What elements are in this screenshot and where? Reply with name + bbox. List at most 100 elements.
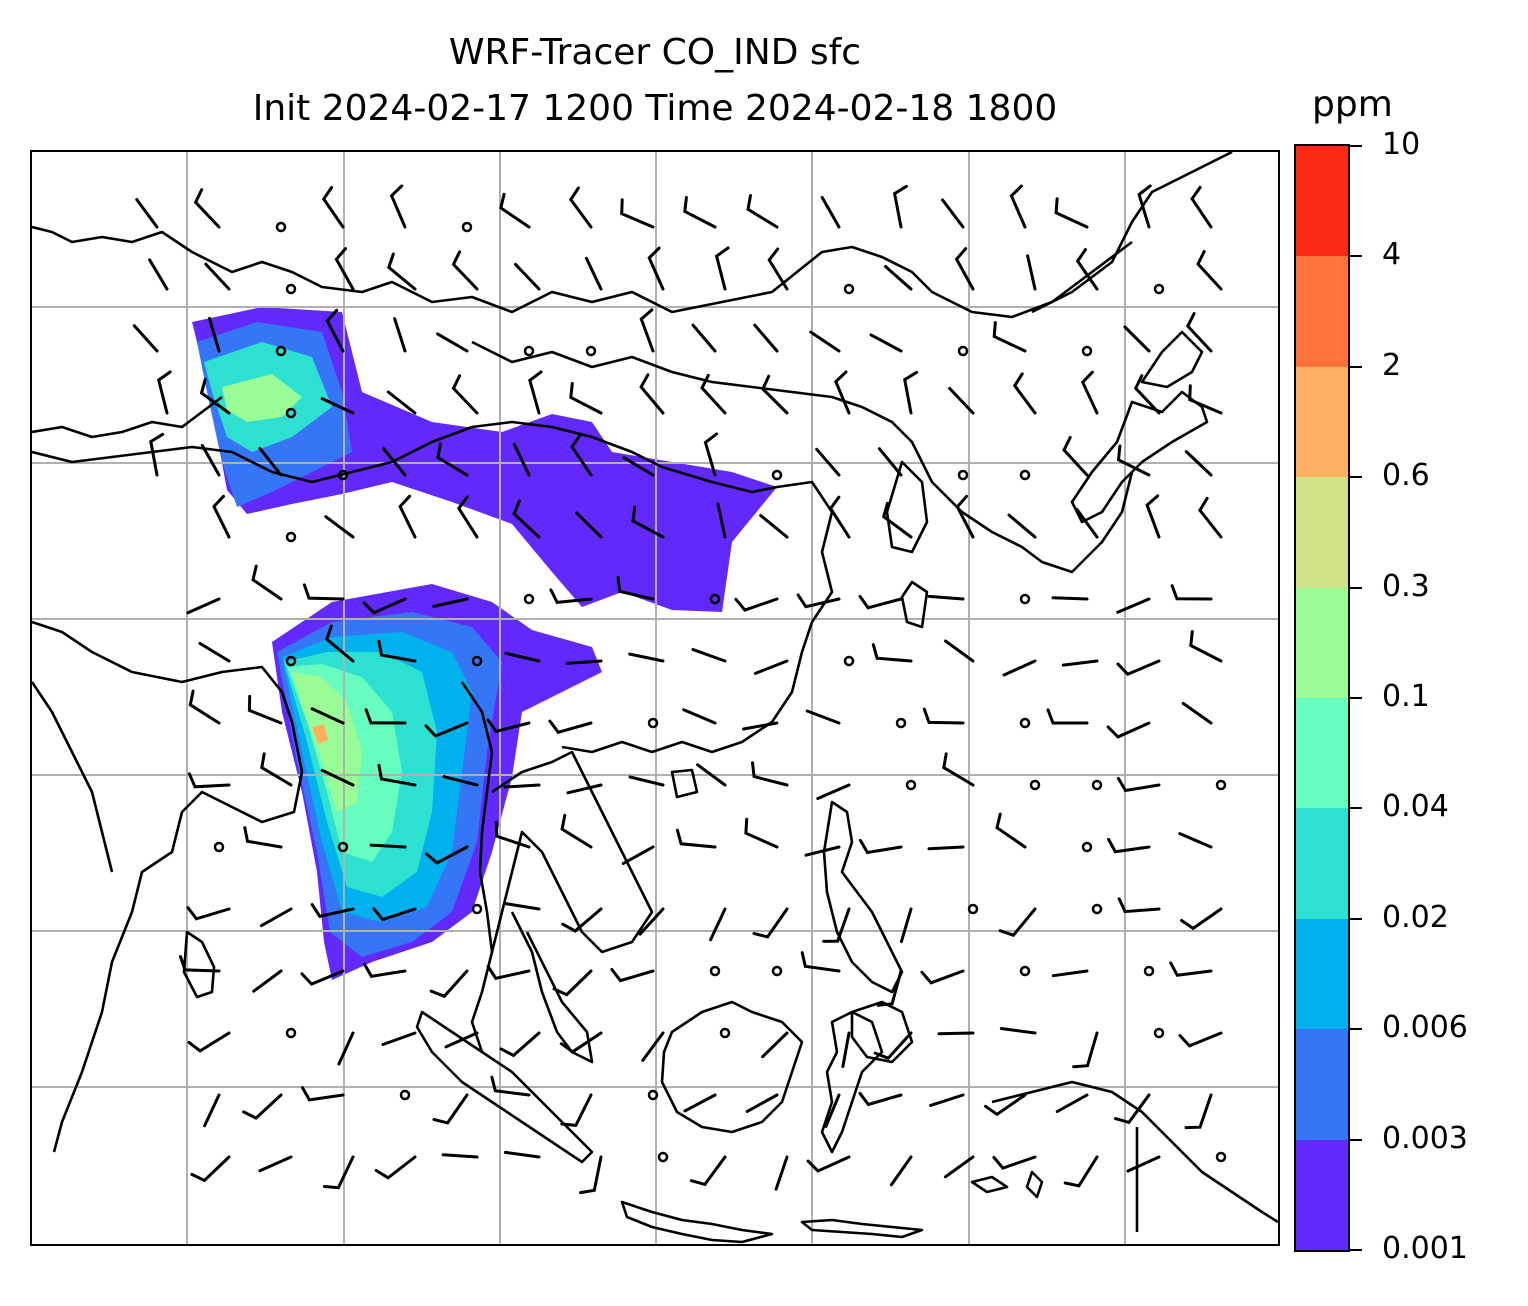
wind-barb (631, 505, 665, 539)
calm-wind-marker (461, 221, 473, 233)
wind-barb (822, 907, 851, 943)
wind-barb (548, 719, 593, 735)
wind-barb (1185, 312, 1213, 353)
calm-wind-marker (1019, 469, 1031, 481)
wind-barb (456, 495, 479, 539)
calm-wind-marker (1091, 779, 1103, 791)
colorbar-segment (1296, 145, 1348, 257)
wind-barb (387, 252, 417, 291)
wind-barb (903, 370, 919, 415)
wind-barb (1106, 721, 1151, 739)
wind-barb (252, 969, 283, 993)
wind-barb (767, 247, 789, 291)
wind-barb (834, 370, 851, 415)
lesser-sunda (800, 1218, 924, 1239)
wind-barb (709, 907, 727, 942)
colorbar-segment (1296, 255, 1348, 367)
wind-barb (815, 447, 841, 477)
wind-barb (1051, 969, 1089, 978)
calm-wind-marker (585, 345, 597, 357)
wind-barb (1051, 596, 1089, 601)
calm-wind-marker (471, 903, 483, 915)
wind-barb (432, 597, 469, 608)
wind-barb (800, 951, 841, 973)
wind-barb (696, 763, 727, 787)
wind-barb (386, 390, 417, 415)
wind-barb (200, 443, 221, 477)
calm-wind-marker (709, 965, 721, 977)
wind-barb (1116, 444, 1151, 477)
korea-coast (861, 405, 1134, 574)
plume-layer (192, 307, 777, 980)
colorbar-segment (1296, 1028, 1348, 1140)
wind-barb (570, 433, 593, 477)
wind-barb (486, 965, 531, 980)
wind-barb (992, 1155, 1037, 1170)
wind-barb (337, 1031, 355, 1066)
calm-wind-marker (285, 531, 297, 543)
borneo (660, 1000, 804, 1134)
wind-barb (761, 374, 789, 415)
wind-barb (806, 1155, 851, 1173)
colorbar-tick-label: 0.1 (1382, 679, 1430, 714)
wind-barb (242, 1093, 283, 1120)
wind-barb (320, 397, 355, 415)
wind-barb (858, 1091, 903, 1107)
russia-far-east (1031, 152, 1233, 314)
calm-wind-marker (285, 655, 297, 667)
wind-barb (610, 968, 655, 983)
calm-wind-marker (285, 1027, 297, 1039)
wind-barb (824, 1093, 841, 1128)
colorbar-tick (1350, 1028, 1362, 1031)
wind-barb (1198, 496, 1223, 539)
sri-lanka (182, 930, 216, 999)
sumatra (415, 1010, 594, 1164)
colorbar-tick-label: 0.3 (1382, 568, 1430, 604)
wind-barb (703, 432, 719, 477)
wind-barb (1178, 832, 1213, 849)
calm-wind-marker (771, 469, 783, 481)
calm-wind-marker (967, 903, 979, 915)
colorbar (1294, 144, 1350, 1252)
calm-wind-marker (285, 283, 297, 295)
wind-barb (499, 192, 531, 229)
wind-barb (995, 812, 1027, 849)
calm-wind-marker (1029, 779, 1041, 791)
wind-barb (942, 752, 975, 787)
calm-wind-marker (1153, 283, 1165, 295)
wind-barb (451, 374, 479, 415)
colorbar-tick (1350, 1249, 1362, 1251)
hainan (670, 768, 699, 799)
wind-barb (179, 955, 221, 973)
wind-barb (1107, 837, 1151, 854)
wind-barb (682, 708, 717, 725)
wind-barb (892, 184, 908, 229)
wind-barb (753, 659, 789, 675)
colorbar-segment (1296, 807, 1348, 919)
wind-barbs (132, 184, 1227, 1195)
wind-barb (302, 583, 345, 601)
colorbar-tick-label: 4 (1382, 237, 1402, 273)
wind-barb (198, 641, 231, 663)
wind-barb (716, 502, 727, 539)
wind-barb (647, 246, 665, 291)
wind-barb (258, 1155, 293, 1173)
wind-barb (889, 1155, 913, 1187)
colorbar-tick (1350, 255, 1362, 258)
myanmar-coast (460, 681, 494, 953)
wind-barb (377, 639, 417, 663)
wind-barb (1188, 384, 1223, 415)
wind-barb (858, 594, 903, 610)
wind-barb (193, 188, 221, 229)
wind-barb (774, 1155, 789, 1191)
calm-wind-marker (1153, 1027, 1165, 1039)
calm-wind-marker (647, 1089, 659, 1101)
wind-barb (566, 783, 603, 795)
japan (1070, 390, 1209, 524)
wind-barb (512, 499, 541, 539)
wind-barb (753, 323, 779, 353)
wind-barb (1063, 1155, 1099, 1188)
wind-barb (639, 308, 655, 353)
calm-wind-marker (1081, 345, 1093, 357)
wind-barb (334, 247, 355, 291)
